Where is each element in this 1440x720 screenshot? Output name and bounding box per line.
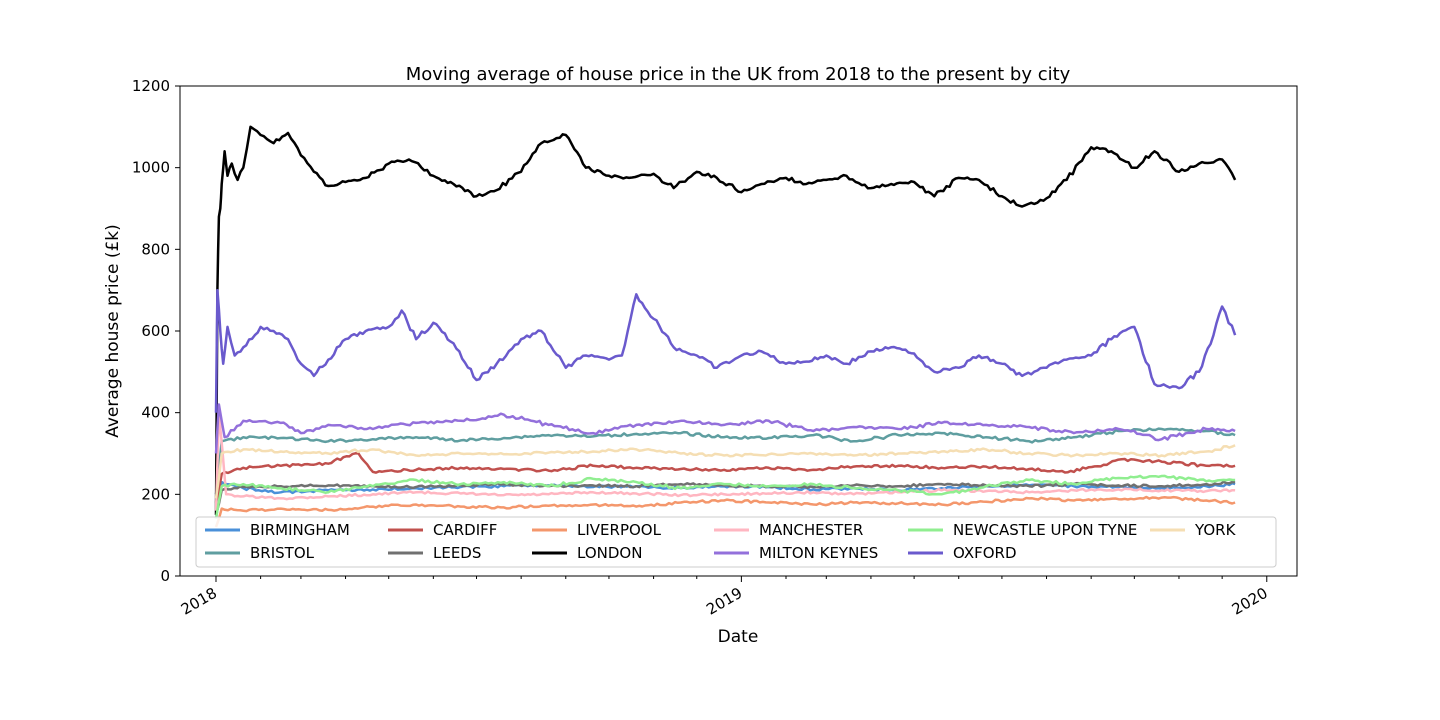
x-tick-label: 2019	[703, 584, 745, 619]
legend-label: LONDON	[577, 544, 642, 562]
y-tick-label: 600	[141, 322, 170, 340]
legend-label: CARDIFF	[433, 521, 497, 539]
series-line-bristol	[214, 427, 1236, 495]
series-line-oxford	[214, 288, 1237, 413]
series-line-liverpool	[214, 495, 1236, 528]
x-axis: 2018 2019 2020	[178, 576, 1271, 619]
y-tick-label: 200	[141, 485, 170, 503]
y-tick-label: 0	[160, 567, 170, 585]
legend-frame	[195, 516, 1277, 568]
y-tick-label: 1200	[132, 77, 170, 95]
series-line-birmingham	[214, 480, 1236, 519]
series-lines	[214, 125, 1237, 528]
series-line-york	[214, 444, 1236, 499]
y-axis-title: Average house price (£k)	[103, 224, 123, 438]
series-line-london	[214, 125, 1237, 515]
legend-label: LEEDS	[433, 544, 481, 562]
legend-label: OXFORD	[953, 544, 1017, 562]
legend-label: NEWCASTLE UPON TYNE	[953, 521, 1137, 539]
series-line-manchester	[214, 411, 1236, 511]
series-line-newcastle-upon-tyne	[214, 474, 1236, 520]
legend-label: BRISTOL	[250, 544, 315, 562]
x-tick-label: 2018	[178, 584, 220, 619]
legend-label: BIRMINGHAM	[250, 521, 350, 539]
legend: BIRMINGHAM BRISTOL CARDIFF LEEDS LIVERPOOL LO…	[195, 516, 1277, 568]
chart-title: Moving average of house price in the UK …	[406, 64, 1071, 85]
x-axis-title: Date	[718, 627, 759, 647]
y-axis: 0 200 400 600 800 1000 1200	[132, 77, 180, 585]
series-line-milton-keynes	[214, 403, 1236, 454]
legend-label: YORK	[1194, 521, 1237, 539]
legend-label: LIVERPOOL	[577, 521, 662, 539]
y-tick-label: 800	[141, 240, 170, 258]
y-tick-label: 1000	[132, 159, 170, 177]
x-tick-label: 2020	[1229, 584, 1271, 619]
legend-label: MILTON KEYNES	[759, 544, 878, 562]
series-line-cardiff	[214, 452, 1236, 503]
y-tick-label: 400	[141, 404, 170, 422]
legend-label: MANCHESTER	[759, 521, 863, 539]
